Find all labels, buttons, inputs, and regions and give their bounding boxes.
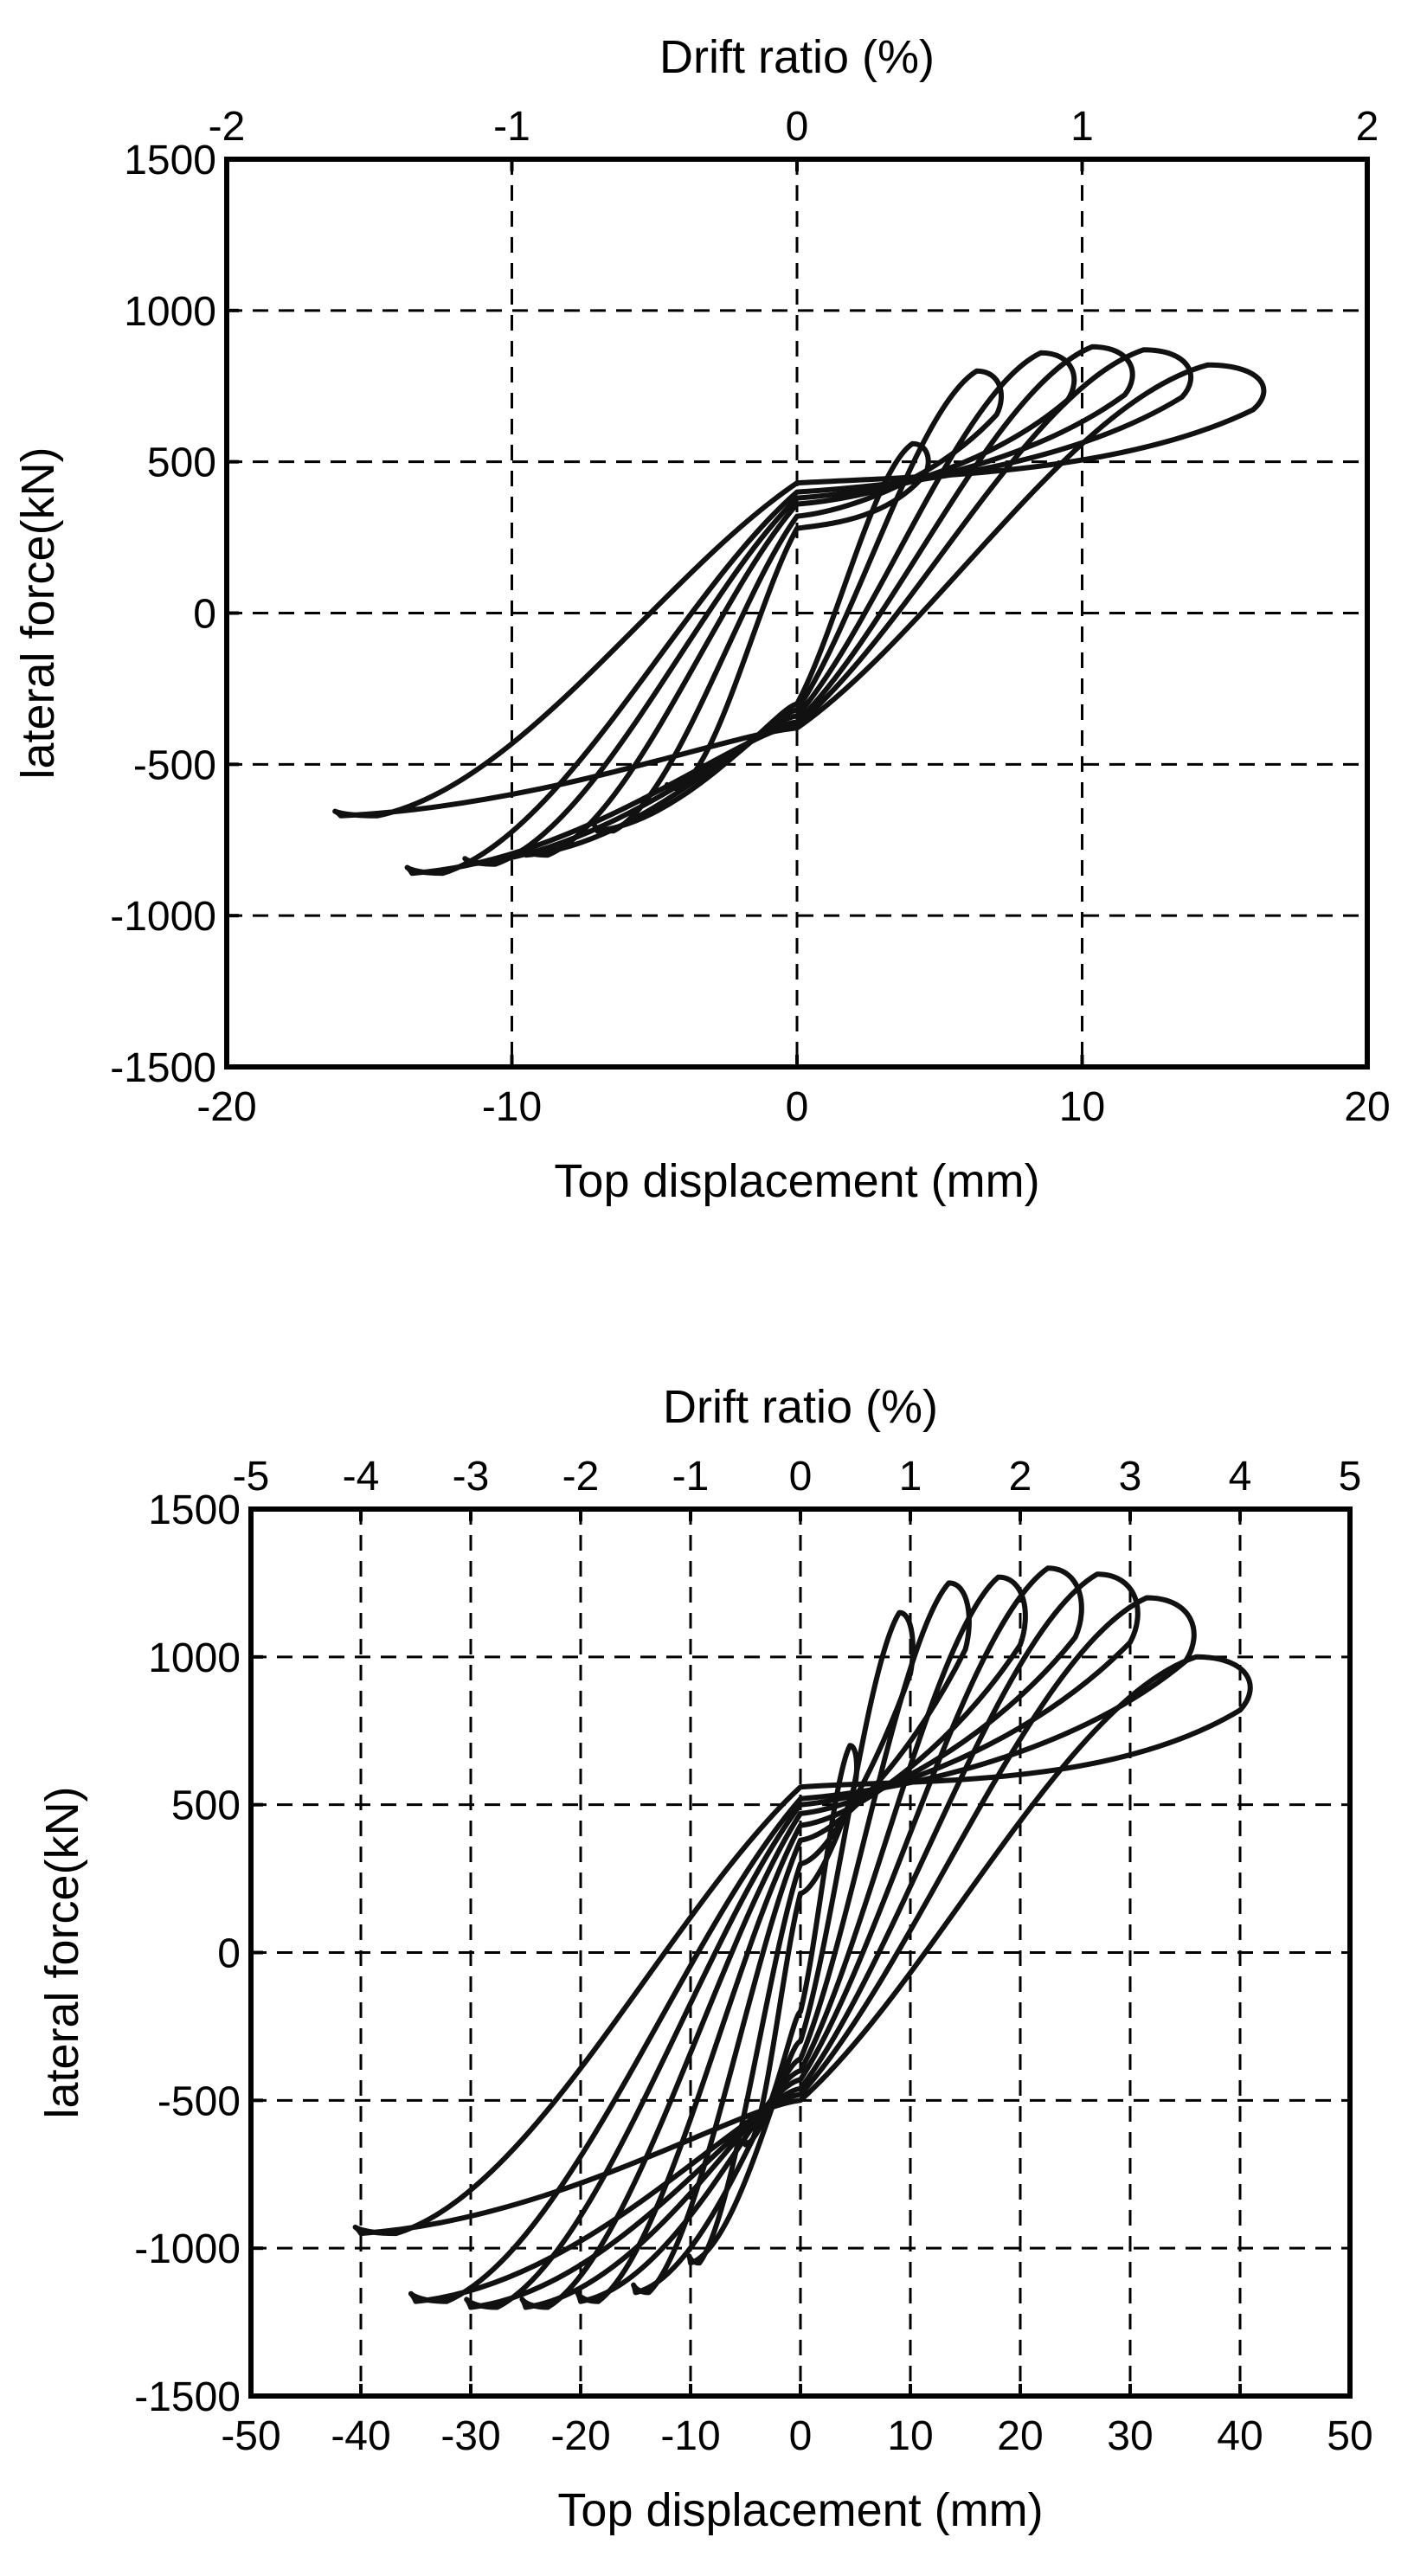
x2-tick-label: -5 [233, 1454, 270, 1500]
x-tick-label: -10 [482, 1084, 542, 1130]
y-tick-label: -500 [133, 742, 216, 788]
x-axis-title: Top displacement (mm) [554, 1155, 1039, 1207]
hysteresis-loops [332, 344, 1267, 877]
x2-tick-label: 5 [1339, 1454, 1362, 1500]
x-tick-label: -20 [196, 1084, 256, 1130]
x-tick-label: 30 [1107, 2413, 1153, 2459]
chart-bottom: -50 -40 -30 -20 -10 0 10 20 30 40 50-1500-1000-500… [36, 1381, 1373, 2536]
x-tick-label: 0 [786, 1084, 809, 1130]
x-tick-label: 10 [1059, 1084, 1105, 1130]
x-tick-label: 10 [887, 2413, 933, 2459]
y-tick-label: 1500 [148, 1487, 241, 1533]
x-tick-label: -30 [440, 2413, 500, 2459]
x2-tick-label: 4 [1229, 1454, 1252, 1500]
x2-tick-label: -4 [343, 1454, 380, 1500]
y-tick-label: 1000 [124, 289, 216, 335]
y-tick-label: -1500 [134, 2374, 241, 2420]
x2-tick-label: -1 [493, 104, 530, 150]
hysteresis-loop-6 [332, 362, 1267, 819]
grid-lines [227, 159, 1367, 1067]
hysteresis-loop-5 [519, 1565, 1084, 2310]
hysteresis-loop-6 [464, 1571, 1141, 2310]
x2-tick-label: 1 [1070, 104, 1094, 150]
x2-tick-label: -1 [672, 1454, 710, 1500]
y-tick-label: -500 [157, 2078, 241, 2124]
x2-tick-label: -3 [453, 1454, 490, 1500]
x-tick-label: 20 [997, 2413, 1043, 2459]
y-axis-title: lateral force(kN) [36, 1786, 88, 2118]
grid-lines [251, 1509, 1350, 2396]
x-axis-title: Top displacement (mm) [557, 2484, 1043, 2536]
x2-tick-label: 3 [1119, 1454, 1142, 1500]
y-tick-label: -1000 [110, 894, 216, 940]
y-tick-label: 0 [193, 592, 216, 638]
y-axis-title: lateral force(kN) [12, 446, 64, 779]
x-tick-label: -10 [660, 2413, 720, 2459]
x2-tick-label: -2 [562, 1454, 600, 1500]
y-tick-label: 500 [171, 1783, 241, 1829]
chart-top: -20 -10 0 10 20-1500-1000-500050010001500-2-… [12, 31, 1391, 1207]
x-tick-label: -40 [331, 2413, 390, 2459]
hysteresis-loop-4 [575, 1574, 1028, 2304]
y-tick-label: 0 [217, 1931, 241, 1977]
x-tick-label: -20 [550, 2413, 610, 2459]
hysteresis-loop-7 [408, 1595, 1197, 2304]
x-tick-label: -50 [221, 2413, 280, 2459]
hysteresis-loop-3 [520, 350, 1077, 858]
hysteresis-loop-8 [352, 1654, 1253, 2237]
y-tick-label: 1000 [148, 1635, 241, 1681]
x-tick-label: 0 [789, 2413, 813, 2459]
x2-tick-label: 2 [1009, 1454, 1032, 1500]
x2-tick-label: -2 [209, 104, 246, 150]
x2-tick-label: 0 [786, 104, 809, 150]
x-tick-label: 40 [1217, 2413, 1263, 2459]
x-tick-label: 20 [1344, 1084, 1390, 1130]
x2-tick-label: 0 [789, 1454, 813, 1500]
axis-ticks: -20 -10 0 10 20-1500-1000-500050010001500-2-… [110, 104, 1390, 1130]
x-tick-label: 50 [1327, 2413, 1372, 2459]
x2-tick-label: 2 [1356, 104, 1379, 150]
y-tick-label: 500 [147, 440, 216, 486]
drift-ratio-title: Drift ratio (%) [663, 1381, 938, 1433]
y-tick-label: 1500 [124, 138, 216, 183]
y-tick-label: -1000 [134, 2226, 241, 2272]
drift-ratio-title: Drift ratio (%) [659, 31, 935, 83]
y-tick-label: -1500 [110, 1045, 216, 1091]
hysteresis-loops [352, 1565, 1253, 2310]
x2-tick-label: 1 [899, 1454, 922, 1500]
axis-ticks: -50 -40 -30 -20 -10 0 10 20 30 40 50-1500-1000-500… [134, 1454, 1372, 2459]
